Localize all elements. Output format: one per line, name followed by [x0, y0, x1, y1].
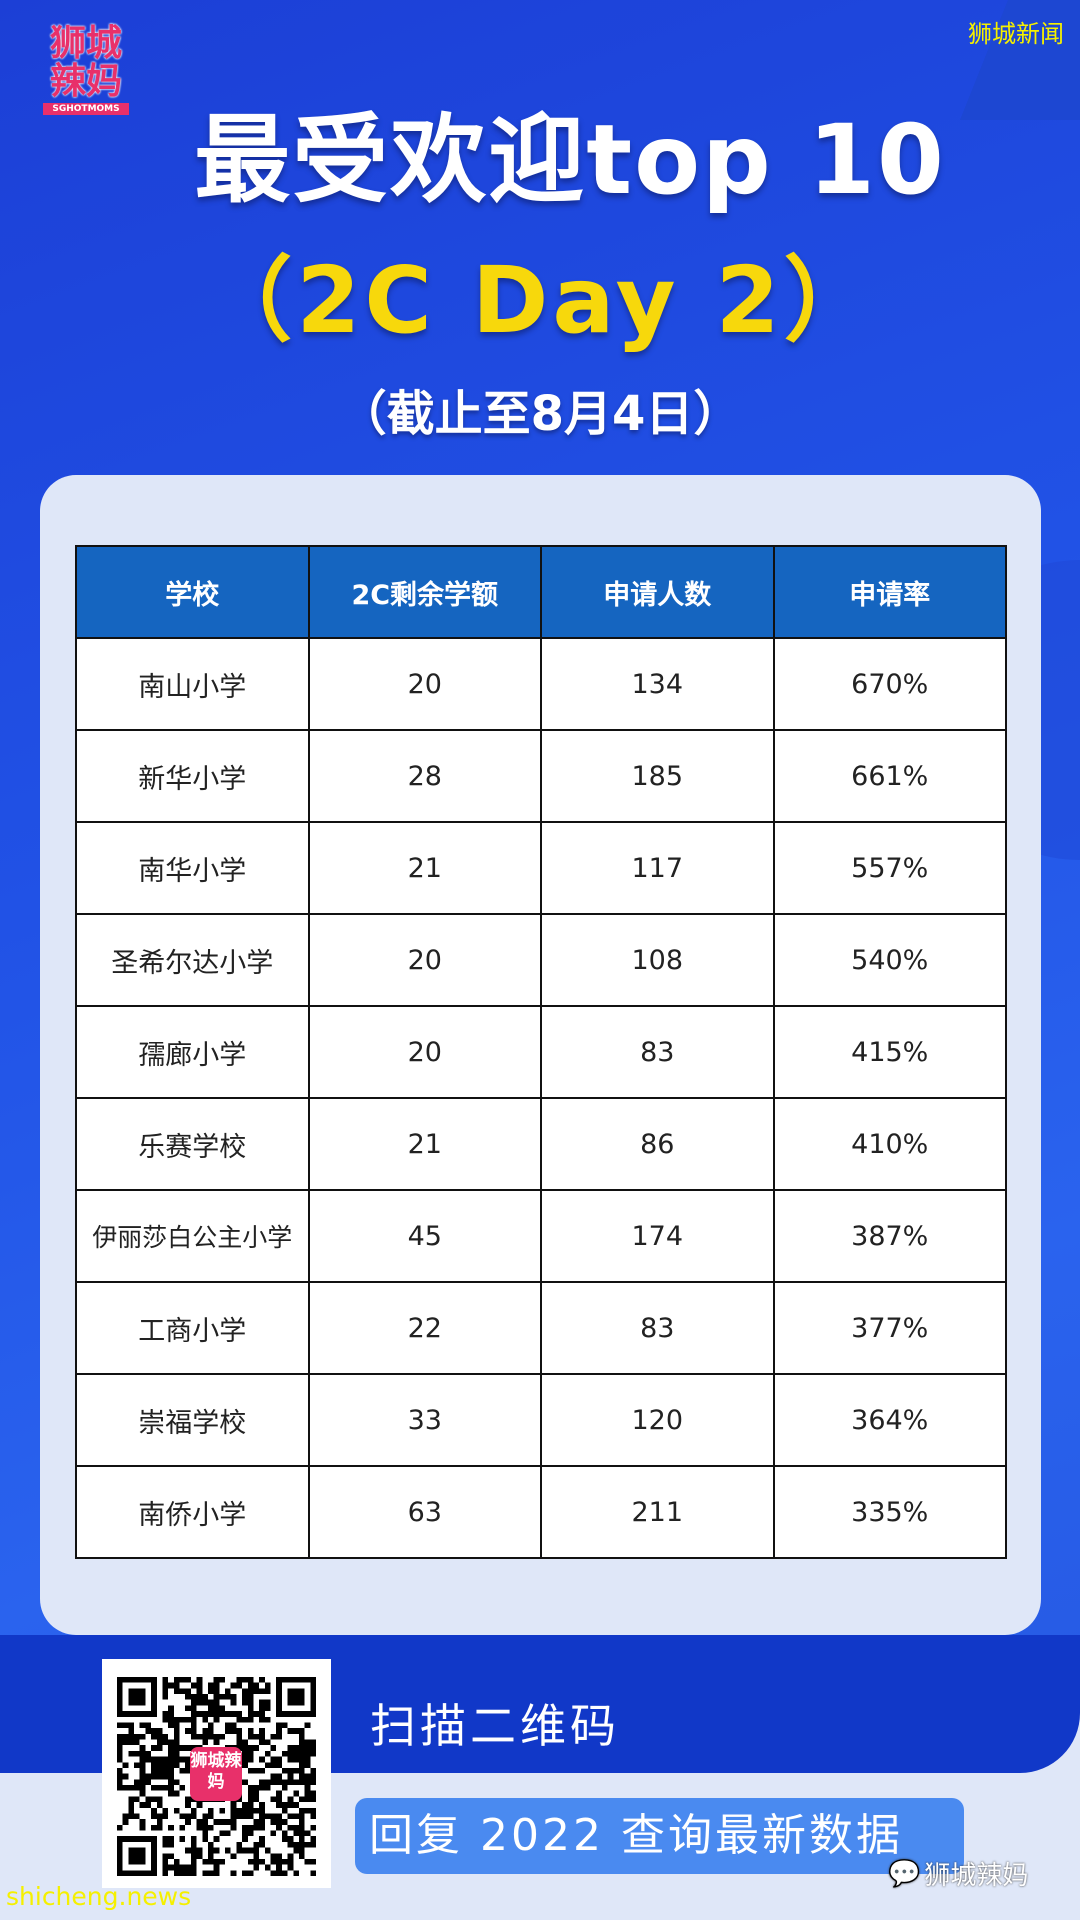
- watermark-top: 狮城新闻: [968, 20, 1064, 48]
- cell-applicants: 86: [540, 1097, 775, 1191]
- cell-rate: 364%: [772, 1373, 1007, 1467]
- brand-logo: 狮城 辣妈 SGHOTMOMS: [43, 25, 129, 122]
- school-table: 学校 2C剩余学额 申请人数 申请率 南山小学 20 134 670% 新华小学 28 18…: [75, 545, 1007, 1559]
- cell-rate: 377%: [772, 1281, 1007, 1375]
- cell-rate: 387%: [772, 1189, 1007, 1283]
- date-note: （截止至8月4日）: [338, 386, 742, 442]
- cell-applicants: 117: [540, 821, 775, 915]
- cell-remaining: 20: [307, 1005, 542, 1099]
- watermark-bottom: shicheng.news: [6, 1882, 192, 1911]
- table-row: 孺廊小学 20 83 415%: [75, 1005, 1007, 1099]
- cell-applicants: 211: [540, 1465, 775, 1559]
- table-row: 新华小学 28 185 661%: [75, 729, 1007, 823]
- table-row: 南华小学 21 117 557%: [75, 821, 1007, 915]
- cell-remaining: 22: [307, 1281, 542, 1375]
- cell-school: 南侨小学: [75, 1465, 310, 1559]
- page-title: 最受欢迎top 10: [194, 104, 946, 216]
- cell-remaining: 20: [307, 913, 542, 1007]
- cell-school: 新华小学: [75, 729, 310, 823]
- cell-applicants: 120: [540, 1373, 775, 1467]
- watermark-wechat: 💬 狮城辣妈: [888, 1855, 1028, 1892]
- scan-label: 扫描二维码: [370, 1699, 620, 1753]
- cell-school: 崇福学校: [75, 1373, 310, 1467]
- cell-remaining: 63: [307, 1465, 542, 1559]
- qr-logo: 狮城辣妈: [190, 1747, 242, 1801]
- table-header-row: 学校 2C剩余学额 申请人数 申请率: [75, 545, 1007, 639]
- wechat-icon: 💬: [888, 1858, 921, 1889]
- cell-applicants: 108: [540, 913, 775, 1007]
- cell-school: 伊丽莎白公主小学: [75, 1189, 310, 1283]
- table-row: 圣希尔达小学 20 108 540%: [75, 913, 1007, 1007]
- cell-applicants: 83: [540, 1005, 775, 1099]
- cell-school: 孺廊小学: [75, 1005, 310, 1099]
- cell-school: 南华小学: [75, 821, 310, 915]
- cell-applicants: 83: [540, 1281, 775, 1375]
- header-applicants: 申请人数: [540, 545, 775, 639]
- table-row: 工商小学 22 83 377%: [75, 1281, 1007, 1375]
- table-row: 崇福学校 33 120 364%: [75, 1373, 1007, 1467]
- table-row: 乐赛学校 21 86 410%: [75, 1097, 1007, 1191]
- watermark-wechat-text: 狮城辣妈: [924, 1861, 1029, 1891]
- cell-applicants: 185: [540, 729, 775, 823]
- table-row: 伊丽莎白公主小学 45 174 387%: [75, 1189, 1007, 1283]
- cell-remaining: 21: [307, 821, 542, 915]
- cell-rate: 335%: [772, 1465, 1007, 1559]
- cell-remaining: 33: [307, 1373, 542, 1467]
- table-row: 南侨小学 63 211 335%: [75, 1465, 1007, 1559]
- qr-code: 狮城辣妈: [102, 1659, 331, 1888]
- table-row: 南山小学 20 134 670%: [75, 637, 1007, 731]
- page-subtitle: （2C Day 2）: [200, 247, 880, 354]
- logo-text: 狮城: [49, 23, 122, 64]
- cell-school: 乐赛学校: [75, 1097, 310, 1191]
- cell-applicants: 134: [540, 637, 775, 731]
- cell-school: 圣希尔达小学: [75, 913, 310, 1007]
- cell-rate: 670%: [772, 637, 1007, 731]
- cell-remaining: 20: [307, 637, 542, 731]
- logo-text: 辣妈: [49, 61, 122, 102]
- header-rate: 申请率: [772, 545, 1007, 639]
- cell-remaining: 45: [307, 1189, 542, 1283]
- cell-applicants: 174: [540, 1189, 775, 1283]
- reply-button: 回复 2022 查询最新数据: [355, 1798, 964, 1874]
- cell-school: 工商小学: [75, 1281, 310, 1375]
- cell-rate: 540%: [772, 913, 1007, 1007]
- header-school: 学校: [75, 545, 310, 639]
- cell-rate: 410%: [772, 1097, 1007, 1191]
- cell-remaining: 28: [307, 729, 542, 823]
- header-remaining: 2C剩余学额: [307, 545, 542, 639]
- cell-remaining: 21: [307, 1097, 542, 1191]
- cell-rate: 661%: [772, 729, 1007, 823]
- cell-rate: 415%: [772, 1005, 1007, 1099]
- cell-rate: 557%: [772, 821, 1007, 915]
- logo-subtext: SGHOTMOMS: [43, 103, 129, 115]
- cell-school: 南山小学: [75, 637, 310, 731]
